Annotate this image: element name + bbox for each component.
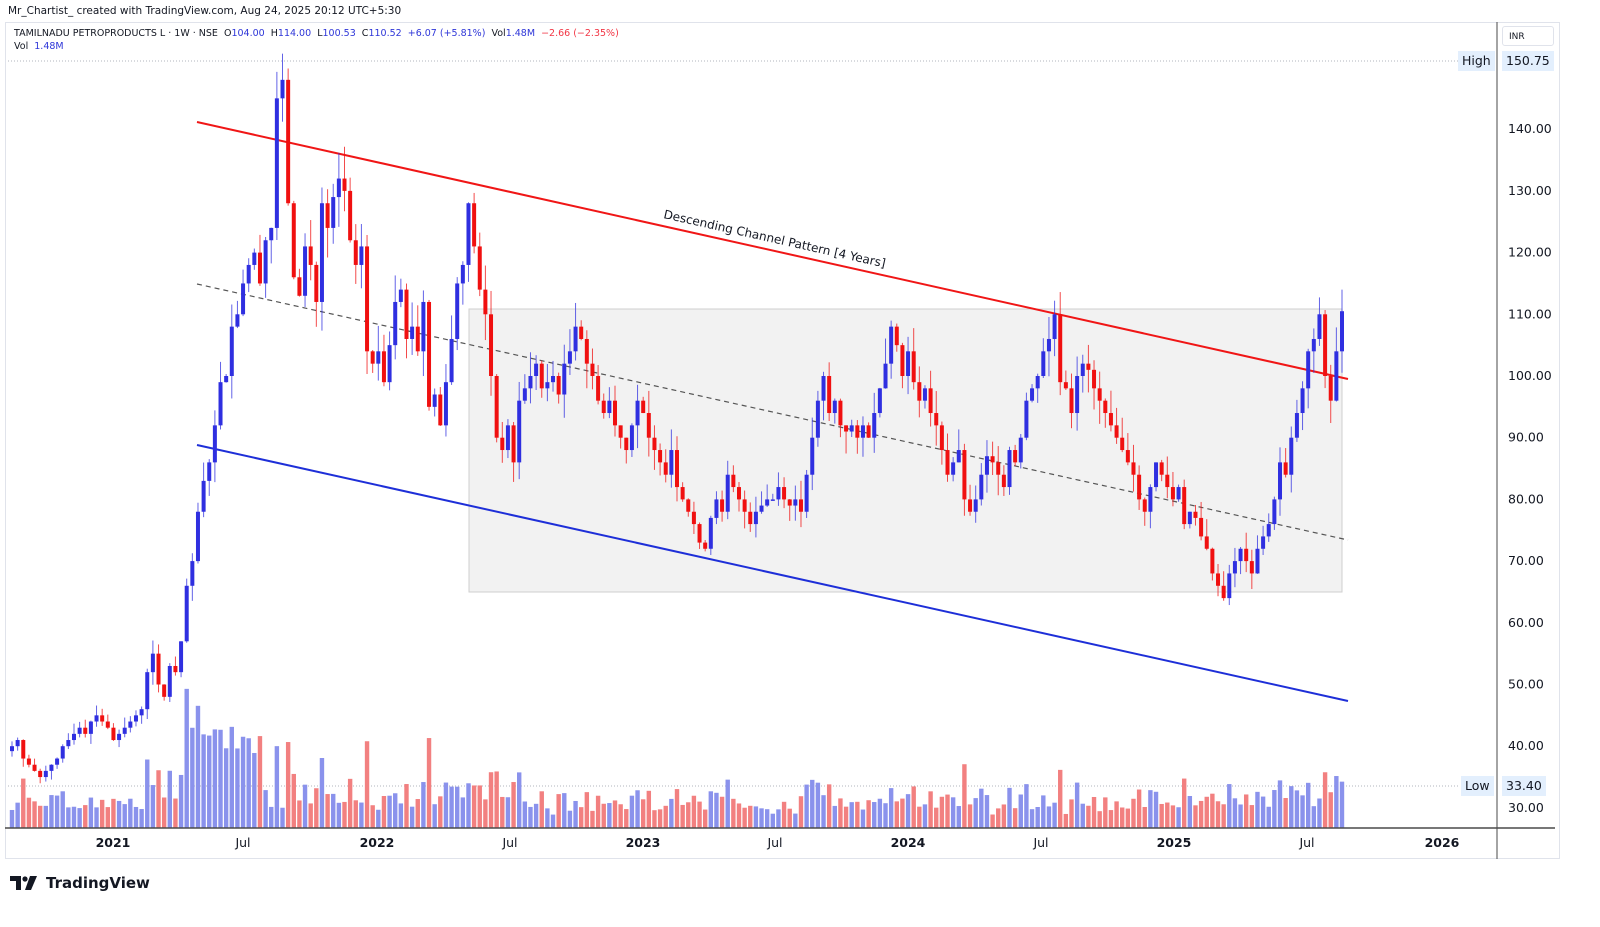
volume-value: 1.48M — [505, 28, 536, 39]
high-value: 114.00 — [277, 28, 312, 39]
time-tick-label: 2026 — [1425, 835, 1460, 850]
price-axis[interactable]: 140.00 130.00 120.00 110.00 100.00 90.00 80.00… — [1508, 121, 1552, 815]
time-tick-label: 2021 — [96, 835, 131, 850]
time-tick-label: Jul — [1032, 835, 1048, 850]
tradingview-logo-icon — [10, 876, 37, 890]
range-box[interactable] — [468, 308, 1343, 593]
time-tick-label: 2024 — [891, 835, 926, 850]
price-tick-label: 30.00 — [1508, 800, 1544, 815]
open-value: 104.00 — [231, 28, 265, 39]
time-tick-label: 2023 — [626, 835, 661, 850]
time-tick-label: 2025 — [1157, 835, 1192, 850]
price-tick-label: 40.00 — [1508, 738, 1544, 753]
change-value: +6.07 (+5.81%) — [407, 28, 486, 39]
channel-bottom-line[interactable] — [196, 444, 1349, 702]
currency-label[interactable]: INR — [1502, 26, 1554, 46]
price-tick-label: 140.00 — [1508, 121, 1552, 136]
price-tick-label: 100.00 — [1508, 368, 1552, 383]
tradingview-logo[interactable]: TradingView — [10, 874, 150, 892]
symbol-legend: TAMILNADU PETROPRODUCTS L · 1W · NSE O10… — [14, 28, 619, 52]
time-tick-label: Jul — [766, 835, 782, 850]
price-tick-label: 90.00 — [1508, 430, 1544, 445]
close-value: 110.52 — [368, 28, 402, 39]
high-tag: High — [1458, 51, 1495, 71]
channel-top-line[interactable] — [196, 121, 1349, 380]
price-tick-label: 110.00 — [1508, 306, 1552, 321]
volume-bars — [9, 688, 1345, 828]
volume-indicator-value: 1.48M — [34, 41, 64, 52]
chart-frame — [5, 22, 1560, 859]
time-axis[interactable]: 2021 Jul 2022 Jul 2023 Jul 2024 Jul 2025 Jul 2026 — [96, 835, 1460, 850]
price-tick-label: 70.00 — [1508, 553, 1544, 568]
high-price-tag: 150.75 — [1502, 51, 1554, 71]
price-tick-label: 50.00 — [1508, 677, 1544, 692]
low-value: 100.53 — [322, 28, 356, 39]
time-tick-label: 2022 — [360, 835, 395, 850]
price-tick-label: 120.00 — [1508, 245, 1552, 260]
low-price-tag: 33.40 — [1502, 776, 1546, 796]
time-tick-label: Jul — [234, 835, 250, 850]
channel-midline[interactable] — [196, 283, 1349, 541]
price-tick-label: 60.00 — [1508, 615, 1544, 630]
volume-change-value: −2.66 (−2.35%) — [541, 28, 619, 39]
low-tag: Low — [1461, 776, 1494, 796]
candlesticks — [10, 53, 1344, 784]
price-tick-label: 80.00 — [1508, 491, 1544, 506]
chart-credit: Mr_Chartist_ created with TradingView.co… — [8, 5, 402, 17]
channel-annotation[interactable]: Descending Channel Pattern [4 Years] — [662, 207, 887, 270]
symbol-name[interactable]: TAMILNADU PETROPRODUCTS L · 1W · NSE — [14, 28, 218, 39]
volume-indicator-label[interactable]: Vol — [14, 41, 29, 52]
tradingview-wordmark: TradingView — [46, 874, 150, 892]
time-tick-label: Jul — [501, 835, 517, 850]
price-tick-label: 130.00 — [1508, 183, 1552, 198]
time-tick-label: Jul — [1298, 835, 1314, 850]
